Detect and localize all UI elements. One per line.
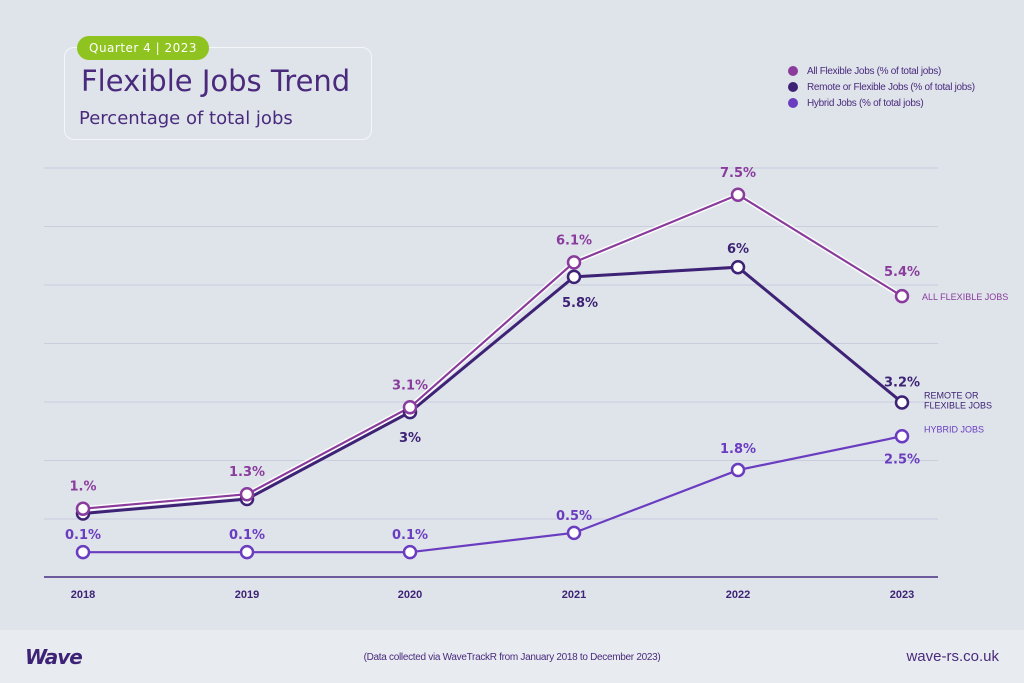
x-tick-label: 2023: [890, 589, 914, 601]
data-label: 5.8%: [562, 296, 598, 311]
legend-dot-icon: [788, 98, 798, 108]
data-point: [566, 525, 582, 541]
data-label: 0.5%: [556, 509, 592, 524]
data-label: 1.8%: [720, 442, 756, 457]
data-label: 7.5%: [720, 166, 756, 181]
series-end-label: HYBRID JOBS: [924, 424, 984, 434]
series-end-label: FLEXIBLE JOBS: [924, 400, 992, 410]
data-label: 5.4%: [884, 265, 920, 280]
data-point: [239, 486, 255, 502]
x-tick-label: 2022: [726, 589, 750, 601]
data-point: [75, 501, 91, 516]
data-label: 0.1%: [229, 528, 265, 543]
legend-label: All Flexible Jobs (% of total jobs): [807, 65, 942, 77]
title-box: [64, 47, 372, 140]
data-point: [75, 544, 91, 560]
data-label: 0.1%: [392, 528, 428, 543]
data-label: 3.1%: [392, 378, 428, 393]
data-point: [402, 400, 418, 415]
data-point: [566, 255, 582, 270]
chart-title: Flexible Jobs Trend: [81, 64, 351, 98]
website-link[interactable]: wave-rs.co.uk: [906, 648, 999, 665]
chart-subtitle: Percentage of total jobs: [79, 108, 293, 129]
series-line: [83, 435, 903, 554]
x-tick-label: 2021: [562, 589, 586, 601]
data-point: [730, 462, 746, 478]
legend-item-all-flexible: All Flexible Jobs (% of total jobs): [788, 63, 975, 79]
legend-dot-icon: [788, 82, 798, 92]
legend: All Flexible Jobs (% of total jobs) Remo…: [788, 63, 975, 111]
data-point: [566, 269, 582, 285]
data-point: [730, 187, 746, 202]
data-label: 1.3%: [229, 465, 265, 480]
data-point: [894, 288, 910, 304]
wave-logo: Wave: [25, 645, 83, 669]
data-point: [894, 429, 910, 444]
series-line: [82, 265, 903, 516]
legend-dot-icon: [788, 66, 798, 76]
data-label: 2.5%: [884, 452, 920, 467]
data-point: [239, 544, 255, 560]
data-label: 0.1%: [65, 528, 101, 543]
quarter-badge: Quarter 4 | 2023: [77, 36, 210, 60]
series-line: [82, 193, 903, 510]
data-point: [402, 544, 418, 560]
legend-item-remote-flexible: Remote or Flexible Jobs (% of total jobs…: [788, 79, 975, 95]
footer: [0, 630, 1024, 683]
line-chart: 2018 2019 2020 2021 2022 2023 1.% 1.3% 3.1% 6.1% 7…: [44, 166, 1008, 601]
series-end-label: REMOTE OR: [924, 390, 979, 400]
data-point: [730, 259, 746, 275]
data-label: 3.2%: [884, 375, 920, 390]
x-tick-label: 2018: [71, 589, 95, 601]
data-label: 6%: [727, 242, 749, 257]
data-label: 3%: [399, 431, 421, 446]
series-end-label: ALL FLEXIBLE JOBS: [922, 292, 1008, 302]
x-tick-label: 2019: [235, 589, 259, 601]
legend-label: Remote or Flexible Jobs (% of total jobs…: [807, 81, 975, 93]
data-point: [894, 395, 910, 410]
legend-label: Hybrid Jobs (% of total jobs): [807, 97, 924, 109]
legend-item-hybrid: Hybrid Jobs (% of total jobs): [788, 95, 975, 111]
data-source-note: (Data collected via WaveTrackR from Janu…: [363, 652, 661, 663]
data-label: 1.%: [69, 480, 96, 495]
data-label: 6.1%: [556, 233, 592, 248]
x-tick-label: 2020: [398, 589, 422, 601]
